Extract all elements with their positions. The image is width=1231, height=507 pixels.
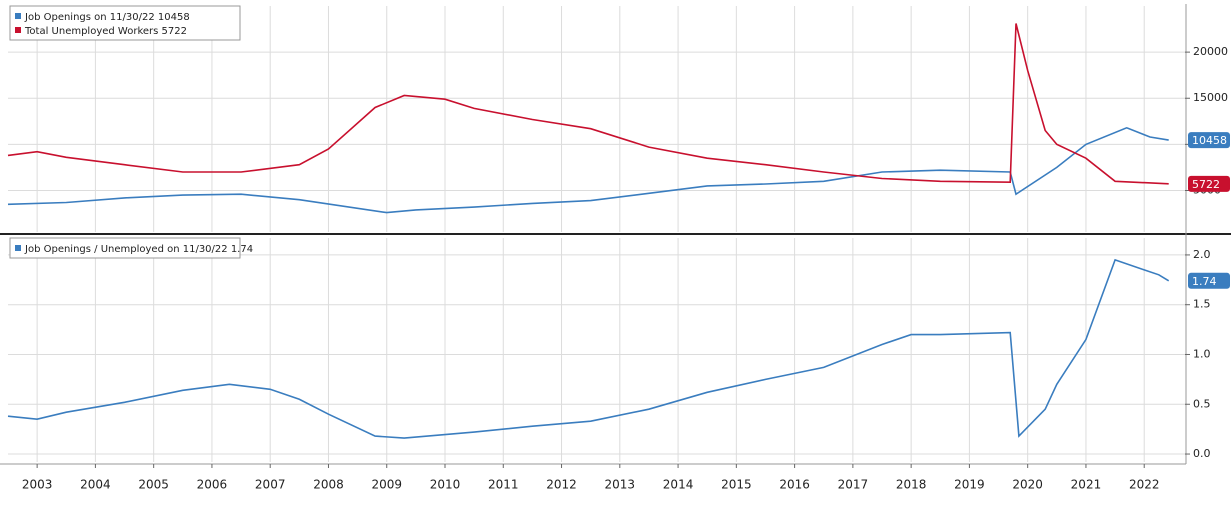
y-tick-label: 15000	[1193, 91, 1228, 104]
x-tick-label: 2016	[779, 478, 810, 492]
x-tick-label: 2022	[1129, 478, 1160, 492]
x-tick-label: 2013	[605, 478, 636, 492]
last-value-label: 5722	[1192, 178, 1220, 191]
y-tick-label: 0.5	[1193, 397, 1211, 410]
x-tick-label: 2008	[313, 478, 344, 492]
legend-box	[9, 237, 241, 259]
series-line	[7, 23, 1169, 185]
legend-swatch	[15, 27, 21, 33]
legend-label: Job Openings on 11/30/22 10458	[24, 12, 190, 23]
series-line	[7, 258, 1170, 439]
x-tick-label: 2009	[371, 478, 402, 492]
x-tick-label: 2017	[838, 478, 869, 492]
x-tick-label: 2011	[488, 478, 519, 492]
x-tick-label: 2004	[80, 478, 111, 492]
x-tick-label: 2019	[954, 478, 985, 492]
legend-box	[9, 5, 241, 41]
y-tick-label: 1.0	[1193, 347, 1211, 360]
legend-label: Job Openings / Unemployed on 11/30/22 1.…	[24, 244, 253, 255]
y-tick-label: 20000	[1193, 45, 1228, 58]
x-tick-label: 2015	[721, 478, 752, 492]
last-value-label: 1.74	[1192, 275, 1217, 288]
last-value-badge	[1188, 132, 1230, 149]
legend-label: Total Unemployed Workers 5722	[24, 26, 187, 37]
last-value-badge	[1188, 272, 1230, 289]
x-tick-label: 2003	[22, 478, 53, 492]
x-tick-label: 2005	[138, 478, 169, 492]
x-tick-label: 2010	[430, 478, 461, 492]
last-value-badge	[1188, 175, 1230, 192]
x-tick-label: 2018	[896, 478, 927, 492]
x-tick-label: 2020	[1012, 478, 1043, 492]
x-tick-label: 2012	[546, 478, 577, 492]
x-tick-label: 2006	[197, 478, 228, 492]
y-tick-label: 2.0	[1193, 248, 1211, 261]
legend-swatch	[15, 245, 21, 251]
y-tick-label: 0.0	[1193, 447, 1211, 460]
x-tick-label: 2014	[663, 478, 694, 492]
legend-swatch	[15, 13, 21, 19]
x-tick-label: 2021	[1071, 478, 1102, 492]
last-value-label: 10458	[1192, 134, 1227, 147]
x-tick-label: 2007	[255, 478, 286, 492]
y-tick-label: 1.5	[1193, 298, 1211, 311]
series-line	[7, 126, 1169, 214]
